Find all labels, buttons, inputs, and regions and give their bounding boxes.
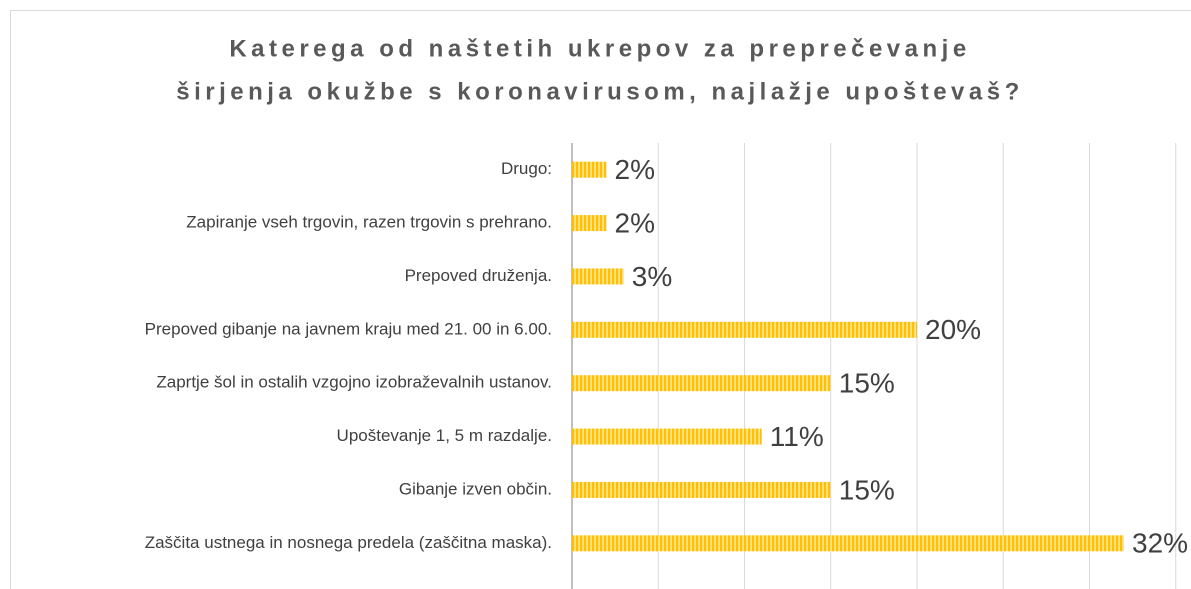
bar bbox=[572, 268, 624, 285]
bar bbox=[572, 535, 1124, 552]
category-label: Drugo: bbox=[501, 159, 552, 178]
chart-title: Katerega od naštetih ukrepov za prepreče… bbox=[229, 35, 970, 62]
bar bbox=[572, 375, 831, 392]
bar bbox=[572, 161, 607, 178]
data-label: 15% bbox=[839, 368, 895, 399]
bar bbox=[572, 215, 607, 232]
data-label: 2% bbox=[615, 207, 655, 238]
data-label: 20% bbox=[925, 314, 981, 345]
bar bbox=[572, 321, 917, 338]
data-label: 11% bbox=[770, 421, 824, 452]
category-label: Prepoved gibanje na javnem kraju med 21.… bbox=[145, 319, 552, 338]
data-label: 32% bbox=[1132, 528, 1188, 559]
data-label: 2% bbox=[615, 154, 655, 185]
data-label: 3% bbox=[632, 261, 672, 292]
bar bbox=[572, 428, 762, 445]
category-label: Zaščita ustnega in nosnega predela (zašč… bbox=[145, 533, 552, 552]
chart-title: širjenja okužbe s koronavirusom, najlažj… bbox=[176, 78, 1024, 105]
category-label: Gibanje izven občin. bbox=[399, 479, 552, 498]
bar bbox=[572, 481, 831, 498]
chart-frame bbox=[10, 10, 1191, 589]
category-label: Zapiranje vseh trgovin, razen trgovin s … bbox=[186, 213, 552, 232]
category-label: Zaprtje šol in ostalih vzgojno izobražev… bbox=[156, 373, 552, 392]
category-label: Prepoved druženja. bbox=[405, 266, 552, 285]
category-label: Upoštevanje 1, 5 m razdalje. bbox=[337, 426, 552, 445]
data-label: 15% bbox=[839, 474, 895, 505]
